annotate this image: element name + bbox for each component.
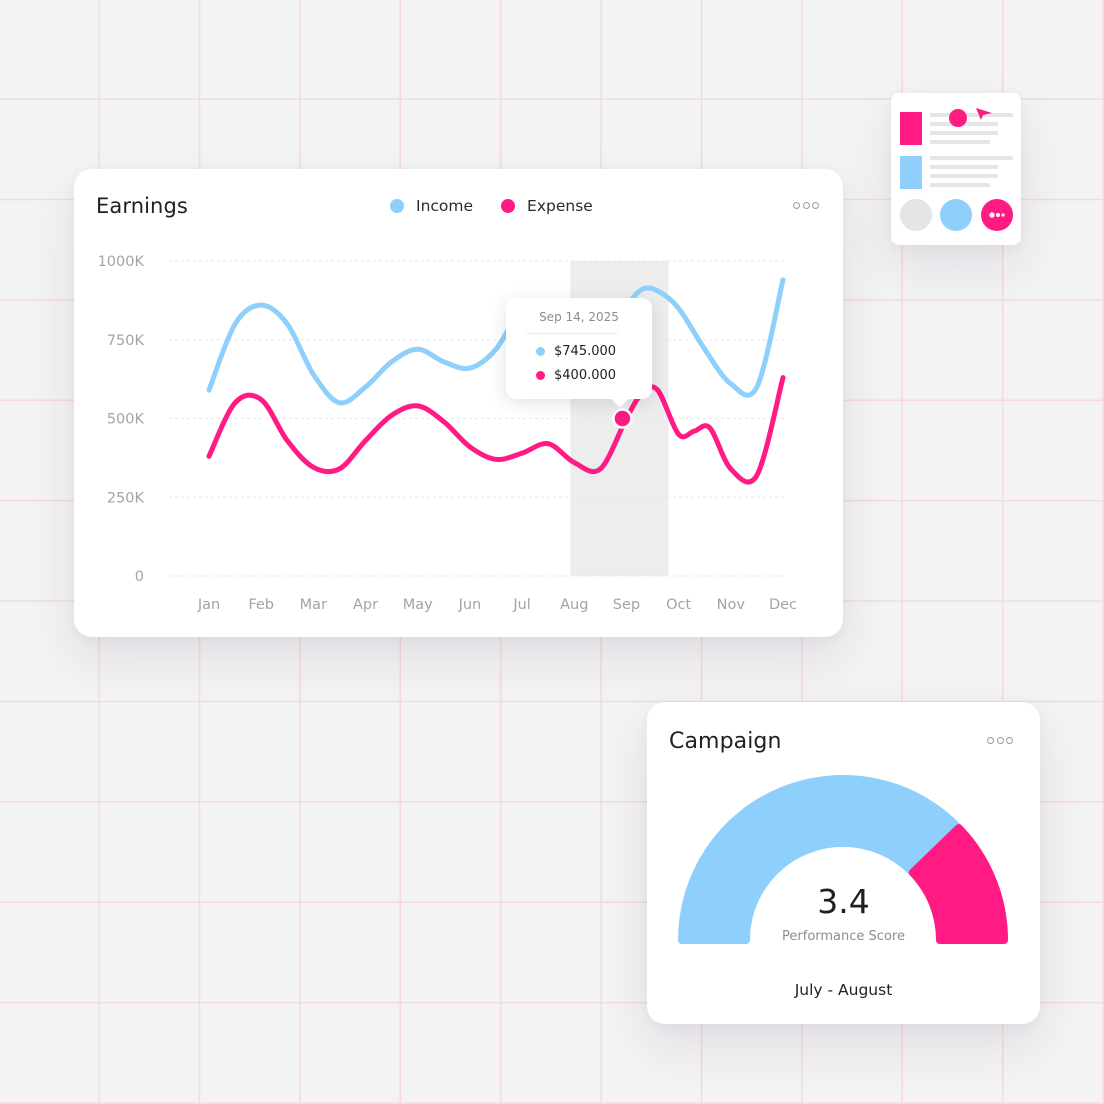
gauge-segment-main (678, 775, 963, 944)
x-tick-label: Sep (613, 597, 640, 613)
earnings-chart: 0 250K 500K 750K 1000K Jan Feb Mar Apr May Jun Jul A… (98, 254, 797, 613)
tooltip-dot-income (536, 347, 545, 356)
gauge-score-label: Performance Score (782, 929, 905, 944)
chart-tooltip: Sep 14, 2025 $745.000 $400.000 (506, 298, 652, 399)
mini-line (930, 183, 990, 187)
gauge-period: July - August (794, 981, 893, 999)
mini-block-blue (900, 156, 922, 189)
hover-point-marker[interactable] (612, 408, 633, 429)
x-tick-label: May (403, 597, 433, 613)
mini-line (930, 165, 998, 169)
performance-gauge (678, 775, 1008, 944)
mini-circle-gray (900, 199, 932, 231)
earnings-more-icon[interactable] (791, 200, 821, 211)
x-tick-label: Apr (353, 597, 378, 613)
mini-line (930, 113, 1013, 117)
tooltip-date: Sep 14, 2025 (539, 310, 619, 324)
more-dot (996, 737, 1004, 744)
cursor-arrow-icon (976, 108, 992, 120)
series-line-income (206, 277, 786, 406)
mini-cursor-dot (949, 109, 967, 127)
mini-line (930, 131, 998, 135)
tooltip-row-income: $745.000 (536, 344, 616, 359)
more-dot (802, 202, 810, 209)
x-tick-label: Nov (717, 597, 746, 613)
campaign-title: Campaign (669, 729, 782, 754)
more-dot (987, 737, 994, 744)
series-line-expense (206, 375, 786, 485)
mini-widget-card (891, 93, 1021, 245)
tooltip-divider (526, 333, 618, 334)
legend-dot-income (390, 199, 404, 213)
campaign-card: Campaign 3.4 Performance Score July - Au… (647, 702, 1040, 1024)
mini-line (930, 140, 990, 144)
ellipsis-icon (989, 212, 1005, 218)
mini-line (930, 156, 1013, 160)
legend-item-expense[interactable]: Expense (501, 197, 593, 215)
gauge-segment-accent (908, 824, 1008, 944)
legend-dot-expense (501, 199, 516, 213)
y-tick-label: 250K (107, 490, 145, 506)
x-tick-label: Dec (769, 597, 797, 613)
y-tick-label: 500K (107, 412, 145, 428)
tooltip-expense-value: $400.000 (554, 368, 617, 383)
mini-circle-blue (940, 199, 972, 231)
more-dot (1006, 737, 1013, 744)
x-tick-label: Oct (666, 597, 691, 613)
y-tick-label: 1000K (98, 254, 145, 270)
legend-label-income: Income (416, 197, 474, 215)
x-tick-label: Aug (560, 597, 588, 613)
x-tick-label: Feb (248, 597, 274, 613)
earnings-title: Earnings (96, 194, 188, 218)
x-tick-label: Jun (458, 597, 482, 613)
more-dot (812, 202, 819, 209)
x-tick-label: Mar (300, 597, 327, 613)
chart-legend: Income Expense (390, 197, 593, 215)
y-tick-label: 750K (107, 333, 145, 349)
tooltip-dot-expense (536, 371, 545, 380)
mini-circle-pink (981, 199, 1013, 231)
mini-block-pink (900, 112, 922, 145)
legend-item-income[interactable]: Income (390, 197, 473, 215)
mini-line (930, 174, 998, 178)
tooltip-row-expense: $400.000 (536, 368, 616, 383)
more-dot (793, 202, 800, 209)
tooltip-income-value: $745.000 (554, 344, 617, 359)
legend-label-expense: Expense (527, 197, 593, 215)
campaign-more-icon[interactable] (985, 735, 1015, 746)
y-tick-label: 0 (135, 569, 144, 585)
earnings-card: Earnings Income Expense 0 250K 500K 750K 100… (74, 169, 843, 637)
x-tick-label: Jan (197, 597, 220, 613)
gauge-score: 3.4 (817, 882, 870, 921)
x-tick-label: Jul (512, 597, 531, 613)
